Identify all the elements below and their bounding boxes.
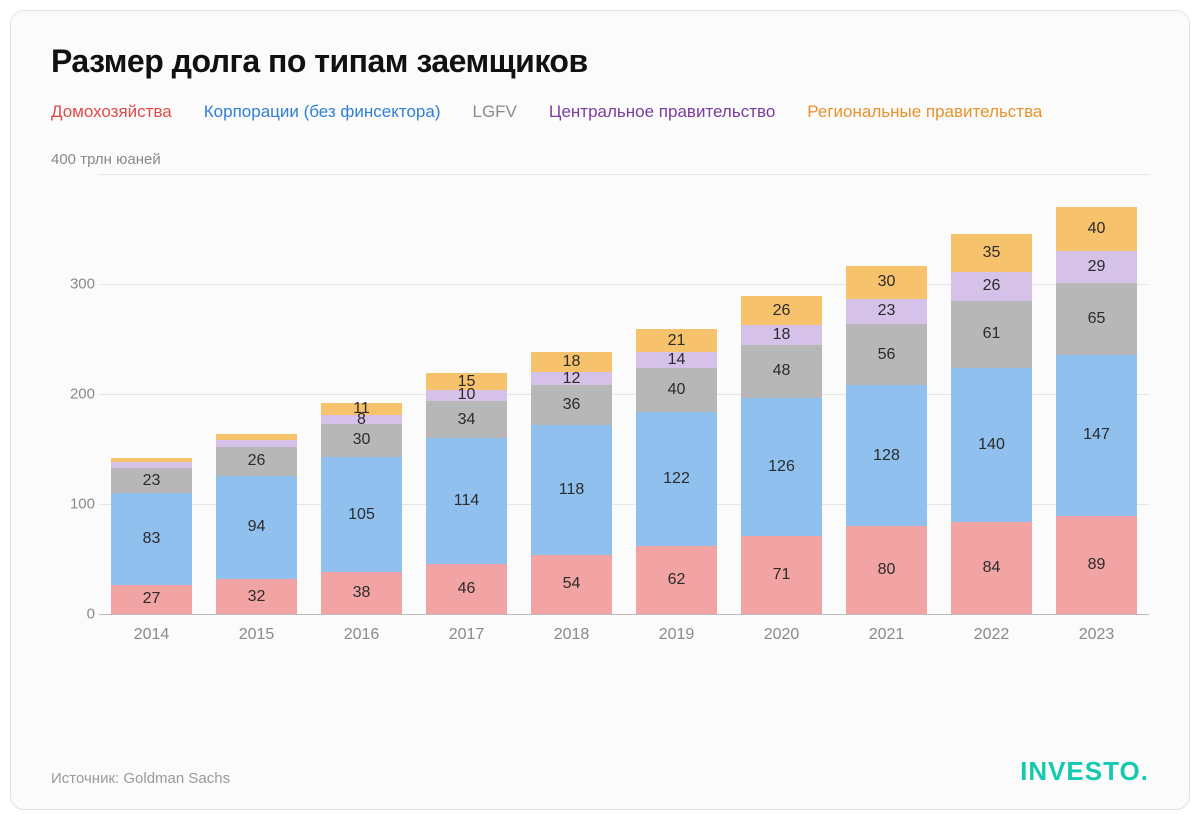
bar-stack: 62122401421 (636, 329, 718, 614)
bar-segment-central_gov: 29 (1056, 251, 1138, 283)
bar-segment-regional_gov: 35 (951, 234, 1033, 273)
bar-segment-lgfv: 56 (846, 324, 928, 386)
bar-column: 71126481826 (729, 296, 834, 614)
bar-segment-lgfv: 48 (741, 345, 823, 398)
bar-column: 62122401421 (624, 329, 729, 614)
x-tick-label: 2017 (414, 616, 519, 644)
x-axis: 2014201520162017201820192020202120222023 (99, 616, 1149, 644)
bar-segment-regional_gov: 21 (636, 329, 718, 352)
y-tick-label: 200 (67, 386, 95, 403)
bar-segment-households: 38 (321, 572, 403, 614)
bar-stack: 89147652940 (1056, 207, 1138, 614)
bar-segment-lgfv: 34 (426, 401, 508, 438)
chart-legend: Домохозяйства Корпорации (без финсектора)… (51, 98, 1149, 125)
brand-text: INVESTO (1020, 756, 1141, 786)
bar-segment-corporations: 105 (321, 457, 403, 573)
bar-segment-households: 84 (951, 522, 1033, 614)
bar-stack: 84140612635 (951, 234, 1033, 615)
bar-segment-central_gov: 12 (531, 372, 613, 385)
bar-column: 54118361218 (519, 352, 624, 614)
bar-segment-lgfv: 26 (216, 447, 298, 476)
bar-segment-lgfv: 65 (1056, 283, 1138, 355)
y-tick-label: 300 (67, 276, 95, 293)
bar-segment-central_gov: 10 (426, 390, 508, 401)
bar-segment-central_gov: 6 (216, 440, 298, 447)
x-tick-label: 2016 (309, 616, 414, 644)
bar-segment-households: 46 (426, 564, 508, 615)
x-tick-label: 2021 (834, 616, 939, 644)
bar-segment-lgfv: 40 (636, 368, 718, 412)
bar-container: 2783235432942666381053081146114341015541… (99, 174, 1149, 614)
chart-title: Размер долга по типам заемщиков (51, 43, 1149, 80)
bar-segment-lgfv: 30 (321, 424, 403, 457)
bar-segment-households: 89 (1056, 516, 1138, 614)
bar-segment-corporations: 128 (846, 385, 928, 526)
bar-stack: 46114341015 (426, 373, 508, 614)
bar-segment-lgfv: 36 (531, 385, 613, 425)
bar-stack: 80128562330 (846, 266, 928, 615)
bar-segment-corporations: 114 (426, 438, 508, 563)
bar-stack: 3810530811 (321, 403, 403, 614)
bar-segment-corporations: 126 (741, 398, 823, 537)
bar-segment-central_gov: 26 (951, 272, 1033, 301)
brand-dot: . (1141, 756, 1149, 786)
gridline (99, 614, 1149, 615)
plot-area: 0100200300 27832354329426663810530811461… (71, 174, 1149, 644)
bar-column: 3810530811 (309, 403, 414, 614)
legend-item: Центральное правительство (549, 98, 775, 125)
bar-segment-lgfv: 61 (951, 301, 1033, 368)
bar-segment-central_gov: 18 (741, 325, 823, 345)
bar-segment-regional_gov: 30 (846, 266, 928, 299)
x-tick-label: 2023 (1044, 616, 1149, 644)
bar-segment-central_gov: 8 (321, 415, 403, 424)
chart-card: Размер долга по типам заемщиков Домохозя… (10, 10, 1190, 810)
x-tick-label: 2020 (729, 616, 834, 644)
legend-item: LGFV (472, 98, 516, 125)
bar-stack: 54118361218 (531, 352, 613, 614)
legend-item: Региональные правительства (807, 98, 1042, 125)
bar-segment-households: 62 (636, 546, 718, 614)
bar-segment-central_gov: 14 (636, 352, 718, 367)
bar-segment-central_gov: 23 (846, 299, 928, 324)
bar-segment-corporations: 147 (1056, 355, 1138, 517)
source-label: Источник: Goldman Sachs (51, 770, 230, 787)
bar-stack: 32942666 (216, 434, 298, 614)
bar-segment-lgfv: 23 (111, 468, 193, 493)
bar-segment-corporations: 122 (636, 412, 718, 546)
y-tick-label: 0 (67, 606, 95, 623)
bar-stack: 27832354 (111, 458, 193, 614)
chart-footer: Источник: Goldman Sachs INVESTO. (51, 756, 1149, 787)
bar-segment-households: 27 (111, 585, 193, 615)
x-tick-label: 2015 (204, 616, 309, 644)
bar-segment-households: 54 (531, 555, 613, 614)
bar-segment-households: 80 (846, 526, 928, 614)
x-tick-label: 2014 (99, 616, 204, 644)
bar-segment-regional_gov: 6 (216, 434, 298, 441)
bar-column: 46114341015 (414, 373, 519, 614)
bar-segment-corporations: 118 (531, 425, 613, 555)
bar-column: 27832354 (99, 458, 204, 614)
brand-logo: INVESTO. (1020, 756, 1149, 787)
x-tick-label: 2018 (519, 616, 624, 644)
bar-column: 32942666 (204, 434, 309, 614)
legend-item: Домохозяйства (51, 98, 172, 125)
bar-segment-corporations: 94 (216, 476, 298, 579)
bar-segment-regional_gov: 26 (741, 296, 823, 325)
bar-segment-regional_gov: 40 (1056, 207, 1138, 251)
bar-segment-corporations: 140 (951, 368, 1033, 522)
bar-segment-households: 32 (216, 579, 298, 614)
bar-column: 84140612635 (939, 234, 1044, 615)
bar-column: 80128562330 (834, 266, 939, 615)
bar-stack: 71126481826 (741, 296, 823, 614)
x-tick-label: 2019 (624, 616, 729, 644)
bar-column: 89147652940 (1044, 207, 1149, 614)
bar-segment-households: 71 (741, 536, 823, 614)
y-axis-label: 400 трлн юаней (51, 151, 1149, 168)
y-tick-label: 100 (67, 496, 95, 513)
bar-segment-corporations: 83 (111, 493, 193, 584)
legend-item: Корпорации (без финсектора) (204, 98, 441, 125)
x-tick-label: 2022 (939, 616, 1044, 644)
